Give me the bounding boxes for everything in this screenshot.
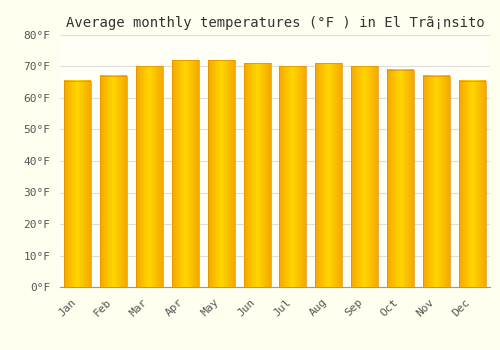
Bar: [280, 66, 306, 287]
Bar: [172, 60, 199, 287]
Bar: [387, 70, 414, 287]
Bar: [458, 80, 485, 287]
Bar: [244, 63, 270, 287]
Bar: [64, 80, 92, 287]
Bar: [316, 63, 342, 287]
Bar: [351, 66, 378, 287]
Bar: [100, 76, 127, 287]
Bar: [136, 66, 163, 287]
Title: Average monthly temperatures (°F ) in El Trã¡nsito: Average monthly temperatures (°F ) in El…: [66, 16, 484, 30]
Bar: [423, 76, 450, 287]
Bar: [208, 60, 234, 287]
